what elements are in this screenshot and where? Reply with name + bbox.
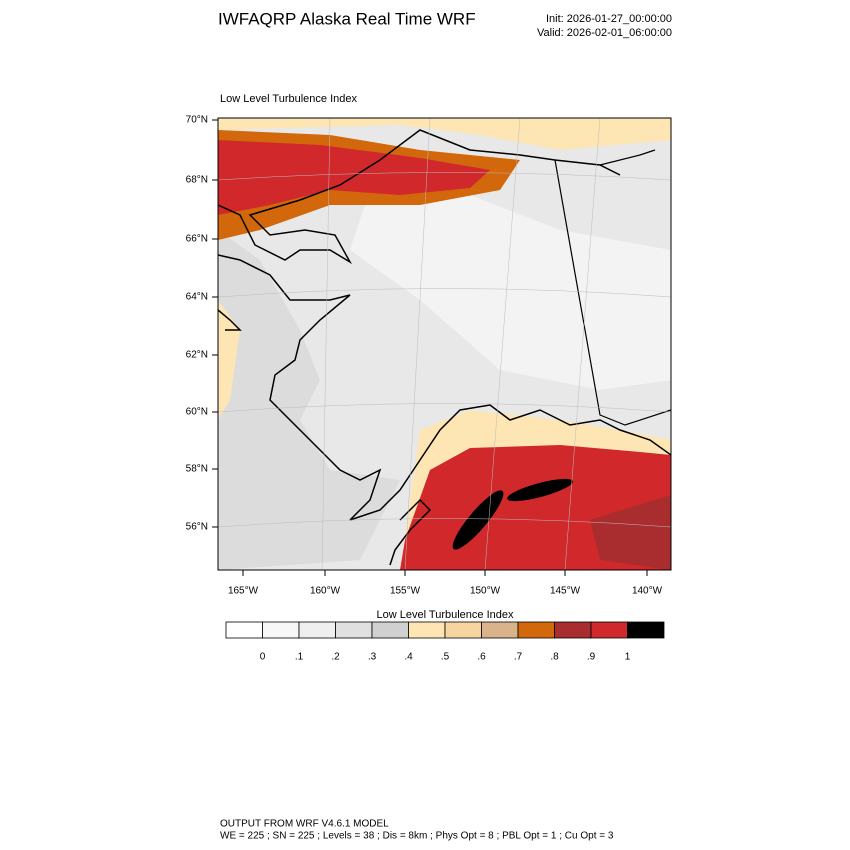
coastline <box>218 129 671 566</box>
field-max <box>507 478 573 502</box>
lon-label: 160°W <box>310 586 341 597</box>
lat-label: 56°N <box>186 522 208 533</box>
colorbar-box <box>444 621 482 639</box>
init-time: Init: 2026-01-27_00:00:00 <box>546 13 672 25</box>
colorbar-label: .8 <box>550 652 559 663</box>
lon-label: 150°W <box>470 586 501 597</box>
colorbar-box <box>590 621 628 639</box>
valid-time: Valid: 2026-02-01_06:00:00 <box>537 27 672 39</box>
colorbar-label: .5 <box>441 652 450 663</box>
colorbar-label: .3 <box>368 652 377 663</box>
lon-label: 165°W <box>228 586 259 597</box>
field-max <box>452 490 504 550</box>
colorbar-label: .1 <box>295 652 304 663</box>
lon-label: 145°W <box>550 586 581 597</box>
footer-line: OUTPUT FROM WRF V4.6.1 MODEL <box>220 819 389 830</box>
colorbar-box <box>298 621 336 639</box>
map-title: Low Level Turbulence Index <box>220 93 357 105</box>
map <box>217 117 672 571</box>
lat-label: 66°N <box>186 234 208 245</box>
colorbar-label: .7 <box>514 652 523 663</box>
colorbar-box <box>408 621 446 639</box>
colorbar-box <box>517 621 555 639</box>
colorbar-box <box>627 621 665 639</box>
colorbar-label: 0 <box>260 652 266 663</box>
colorbar-box <box>262 621 300 639</box>
field-clear <box>350 160 671 390</box>
colorbar-box <box>225 621 263 639</box>
colorbar-label: .6 <box>477 652 486 663</box>
field-low <box>218 118 671 150</box>
lat-label: 62°N <box>186 350 208 361</box>
colorbar-label: .4 <box>404 652 413 663</box>
lat-label: 64°N <box>186 292 208 303</box>
colorbar-label: 1 <box>625 652 631 663</box>
colorbar-title: Low Level Turbulence Index <box>377 609 514 621</box>
field-red <box>218 140 490 215</box>
lon-label: 140°W <box>632 586 663 597</box>
colorbar-label: .9 <box>587 652 596 663</box>
colorbar-box <box>371 621 409 639</box>
colorbar-box <box>335 621 373 639</box>
graticule <box>218 118 671 570</box>
colorbar-label: .2 <box>331 652 340 663</box>
field-darkred <box>590 495 671 570</box>
lat-label: 58°N <box>186 464 208 475</box>
lat-label: 70°N <box>186 115 208 126</box>
colorbar-box <box>554 621 592 639</box>
lon-label: 155°W <box>390 586 421 597</box>
lat-label: 60°N <box>186 407 208 418</box>
map-frame <box>217 117 672 571</box>
field-gray <box>218 230 400 570</box>
footer-line: WE = 225 ; SN = 225 ; Levels = 38 ; Dis … <box>220 831 614 842</box>
title: IWFAQRP Alaska Real Time WRF <box>218 9 476 28</box>
border <box>554 149 671 426</box>
lat-label: 68°N <box>186 175 208 186</box>
colorbar-box <box>481 621 519 639</box>
